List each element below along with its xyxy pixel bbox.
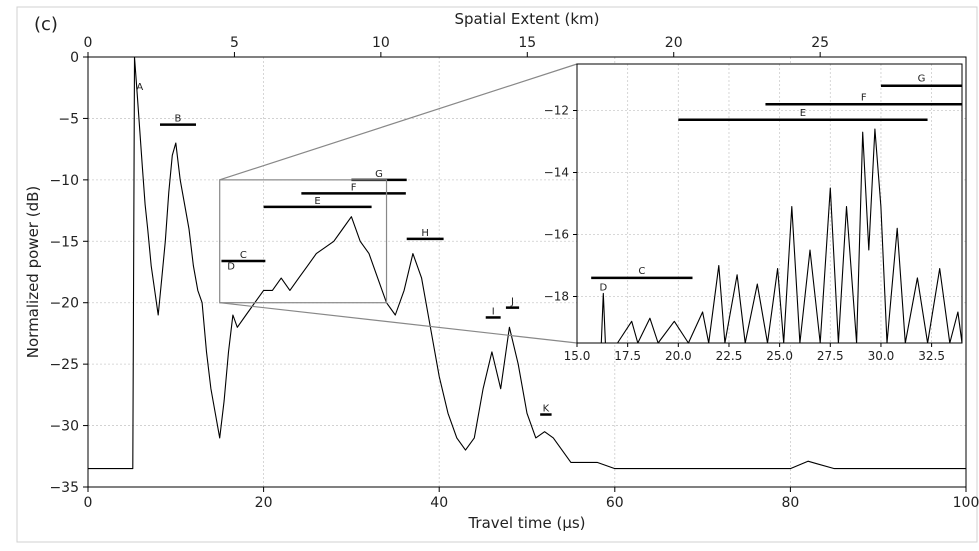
inset-y-tick-label: −16 [544,228,569,242]
top-x-tick-label: 10 [372,35,390,51]
inset-x-tick-label: 15.0 [564,349,591,363]
x-tick-label: 0 [84,495,93,511]
main-series [88,56,966,470]
top-x-axis-label: Spatial Extent (km) [454,10,599,28]
inset-x-tick-label: 25.0 [766,349,793,363]
y-tick-label: 0 [70,50,79,66]
x-tick-label: 60 [606,495,624,511]
inset-series [577,128,963,344]
inset-x-tick-label: 22.5 [716,349,743,363]
inset-frame [576,63,963,344]
inset-series-line [577,128,963,344]
inset-point-label-D: D [599,282,607,293]
figure-border [16,6,978,543]
inset-segment-label-F: F [861,92,867,103]
zoom-region-box [219,179,388,304]
top-x-tick-label: 0 [84,35,93,51]
inset-x-tick-label: 30.0 [868,349,895,363]
segment-label-I: I [492,306,495,317]
inset-ticks: 15.0 17.5 20.0 22.5 25.0 27.5 30.0 32.5 −12 −14 −1… [544,104,945,364]
inset-y-tick-label: −12 [544,104,569,118]
inset-point-labels: D [599,282,607,293]
inset-x-tick-label: 17.5 [614,349,641,363]
inset-segment-label-E: E [800,108,806,119]
point-label-A: A [136,82,143,93]
inset-y-tick-label: −14 [544,166,569,180]
x-axis-label: Travel time (μs) [467,514,585,532]
top-x-tick-label: 15 [518,35,536,51]
inset-x-tick-label: 20.0 [665,349,692,363]
top-x-tick-label: 5 [230,35,239,51]
main-ticks: 0 20 40 60 80 100 0 −5 −10 −15 −20 −25 −30 −35 0 5 10 15 2… [49,35,979,511]
zoom-connector-top [219,63,578,181]
x-tick-label: 20 [255,495,273,511]
y-tick-label: −20 [49,296,79,312]
inset-x-tick-label: 32.5 [918,349,945,363]
inset-x-tick-label: 27.5 [817,349,844,363]
segment-label-F: F [351,182,357,193]
top-x-tick-label: 20 [665,35,683,51]
segment-label-J: J [510,297,514,308]
inset-y-tick-label: −18 [544,290,569,304]
y-tick-label: −15 [49,234,79,250]
top-x-tick-label: 25 [811,35,829,51]
segment-label-H: H [421,228,429,239]
y-tick-label: −30 [49,419,79,435]
x-tick-label: 80 [781,495,799,511]
zoom-connector-lines [219,63,578,344]
main-point-labels: AD [136,82,235,272]
inset-segments: C E F G [591,74,962,280]
y-tick-label: −10 [49,173,79,189]
y-axis-label: Normalized power (dB) [24,186,42,358]
main-series-line [88,56,966,470]
y-tick-label: −25 [49,357,79,373]
x-tick-label: 40 [430,495,448,511]
inset-background [577,64,962,343]
segment-label-C: C [240,250,247,261]
segment-label-B: B [175,114,182,125]
inset-plot: C E F G D 15.0 17.5 20.0 22.5 25.0 27.5 30.0 32.5 −… [544,63,963,364]
inset-segment-label-G: G [918,74,926,85]
segment-label-G: G [375,169,383,180]
inset-bg-rect [577,64,962,343]
segment-label-E: E [314,196,320,207]
segment-label-K: K [543,404,550,415]
inset-segment-label-C: C [638,266,645,277]
y-tick-label: −35 [49,480,79,496]
point-label-D: D [227,262,235,273]
x-tick-label: 100 [953,495,979,511]
panel-label: (c) [34,14,58,35]
zoom-connector-bottom [219,302,578,344]
inset-border [576,63,963,344]
y-tick-label: −5 [58,111,79,127]
